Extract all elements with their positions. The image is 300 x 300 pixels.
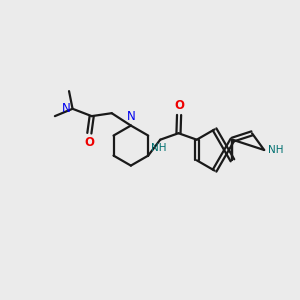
Text: O: O	[174, 99, 184, 112]
Text: NH: NH	[151, 142, 167, 153]
Text: N: N	[62, 102, 71, 115]
Text: O: O	[84, 136, 94, 149]
Text: N: N	[127, 110, 135, 123]
Text: NH: NH	[268, 145, 283, 155]
